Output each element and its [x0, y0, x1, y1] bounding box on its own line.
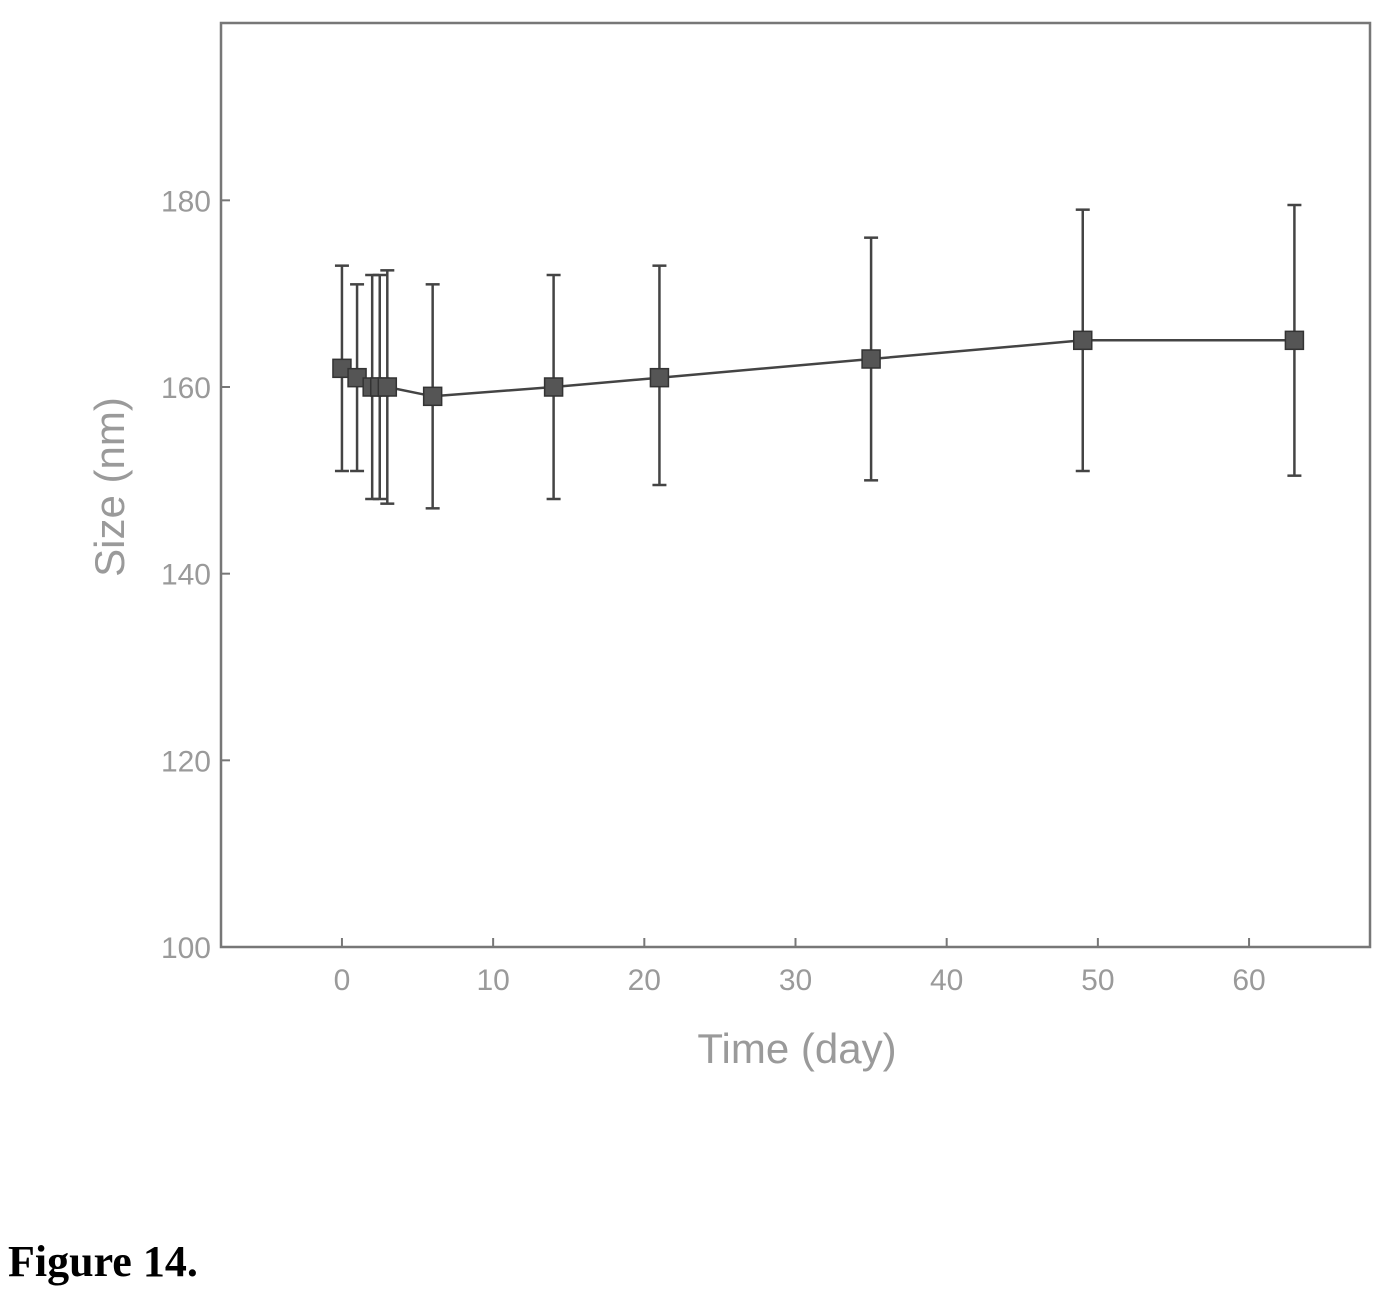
y-tick-label: 180	[161, 185, 211, 218]
x-tick-label: 40	[930, 964, 963, 997]
y-tick-label: 100	[161, 932, 211, 965]
x-tick-label: 0	[334, 964, 351, 997]
data-point	[377, 377, 398, 397]
x-axis-title: Time (day)	[697, 1025, 896, 1072]
data-point	[649, 367, 670, 388]
plot-frame	[219, 21, 1372, 949]
y-tick-label: 140	[161, 559, 211, 592]
data-point	[543, 377, 564, 397]
axes: 0 10 20 30 40 50 60 100 120 140 160 180	[161, 21, 1372, 997]
data-point	[422, 386, 443, 407]
data-point	[1073, 330, 1093, 351]
x-tick-label: 10	[476, 964, 509, 997]
y-tick-label: 160	[161, 372, 211, 405]
series-line	[341, 339, 1295, 398]
data-point	[1284, 330, 1305, 351]
figure-caption: Figure 14.	[8, 1237, 198, 1286]
x-tick-label: 50	[1081, 964, 1114, 997]
y-axis-title: Size (nm)	[86, 397, 133, 577]
x-tick-label: 60	[1232, 964, 1265, 997]
x-tick-label: 20	[628, 964, 661, 997]
x-tick-label: 30	[779, 964, 812, 997]
data-point	[861, 349, 881, 369]
y-tick-label: 120	[161, 745, 211, 778]
plot-area	[332, 203, 1305, 510]
